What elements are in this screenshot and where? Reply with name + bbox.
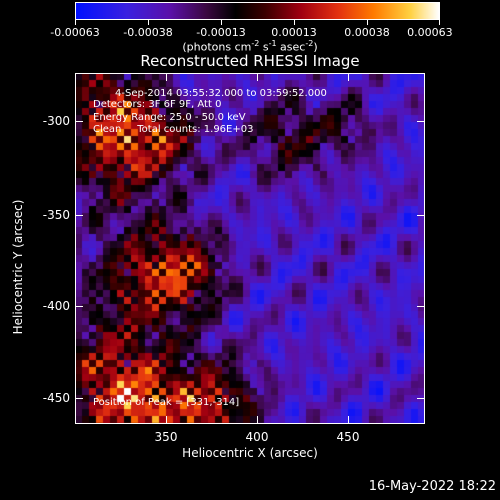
units-cm-exp: -2 — [251, 39, 260, 48]
y-tick — [417, 121, 425, 122]
colorbar-tick — [367, 20, 368, 25]
units-s: s — [259, 40, 269, 54]
peak-position-text: Position of Peak = [331,-314] — [93, 397, 240, 408]
colorbar-tick — [148, 20, 149, 25]
x-tick — [257, 416, 258, 424]
clean-counts-text: Clean Total counts: 1.96E+03 — [93, 124, 254, 135]
colorbar-tick — [221, 20, 222, 25]
x-tick-label: 450 — [336, 430, 360, 444]
y-tick-label: -450 — [42, 391, 70, 405]
y-tick — [417, 398, 425, 399]
y-tick — [75, 215, 83, 216]
time-range-text: 4-Sep-2014 03:55:32.000 to 03:59:52.000 — [115, 88, 327, 99]
colorbar-units: (photons cm-2 s-1 asec-2) — [0, 39, 500, 54]
x-tick — [166, 73, 167, 81]
x-tick — [166, 416, 167, 424]
image-title: Reconstructed RHESSI Image — [140, 52, 360, 70]
y-tick-label: -400 — [42, 299, 70, 313]
colorbar-tick — [294, 20, 295, 25]
y-tick — [75, 398, 83, 399]
colorbar-tick-label: 0.00013 — [271, 26, 317, 39]
y-tick — [75, 121, 83, 122]
units-prefix: (photons cm — [182, 40, 252, 54]
colorbar-tick-label: -0.00063 — [50, 26, 100, 39]
y-tick — [417, 306, 425, 307]
solar-image-map — [75, 73, 425, 424]
units-asec-exp: -2 — [305, 39, 314, 48]
colorbar-tick — [439, 20, 440, 25]
colorbar-tick — [75, 20, 76, 25]
x-tick — [348, 73, 349, 81]
detectors-text: Detectors: 3F 6F 9F, Att 0 — [93, 99, 222, 110]
x-axis-title: Heliocentric X (arcsec) — [182, 446, 318, 460]
y-tick-label: -350 — [42, 208, 70, 222]
colorbar-tick-label: -0.00013 — [196, 26, 246, 39]
energy-range-text: Energy Range: 25.0 - 50.0 keV — [93, 112, 246, 123]
units-asec: asec — [276, 40, 306, 54]
timestamp: 16-May-2022 18:22 — [368, 479, 496, 494]
y-tick-label: -300 — [42, 114, 70, 128]
x-tick — [348, 416, 349, 424]
x-tick — [257, 73, 258, 81]
colorbar — [75, 2, 440, 20]
colorbar-tick-label: 0.00063 — [407, 26, 453, 39]
y-tick — [417, 215, 425, 216]
y-tick — [75, 306, 83, 307]
units-s-exp: -1 — [268, 39, 277, 48]
x-tick-label: 400 — [245, 430, 269, 444]
units-suffix: ) — [313, 40, 318, 54]
x-tick-label: 350 — [154, 430, 178, 444]
y-axis-title: Heliocentric Y (arcsec) — [11, 199, 25, 335]
colorbar-tick-label: 0.00038 — [344, 26, 390, 39]
colorbar-tick-label: -0.00038 — [123, 26, 173, 39]
